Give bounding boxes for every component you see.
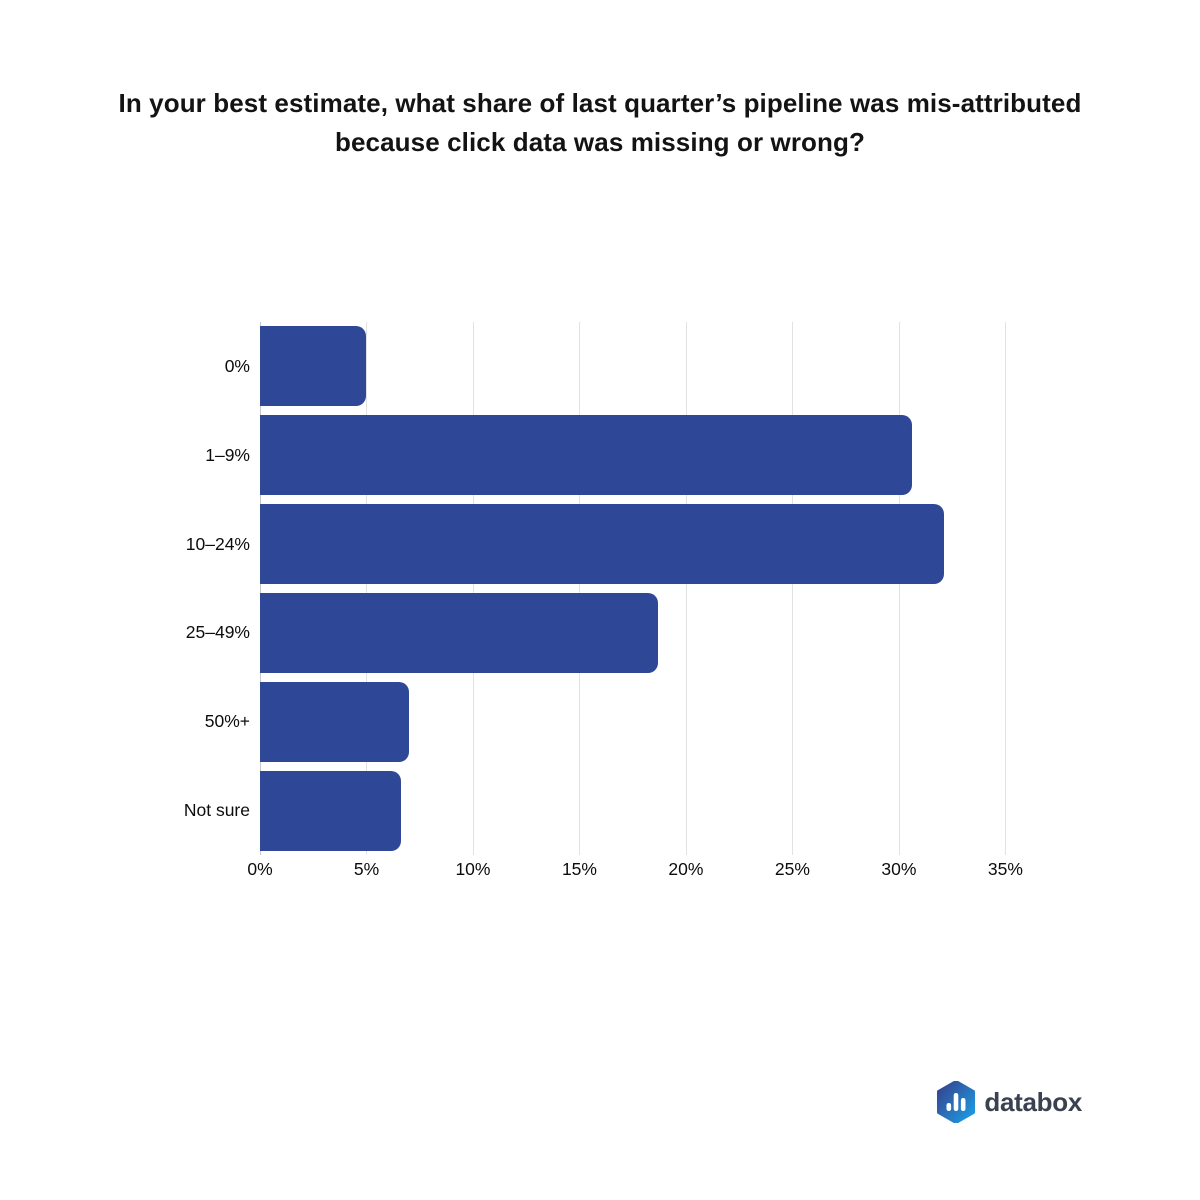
- gridline-20%: [685, 322, 687, 855]
- category-label: Not sure: [183, 800, 250, 821]
- x-tick-label: 5%: [353, 859, 380, 879]
- chart-title: In your best estimate, what share of las…: [0, 84, 1200, 162]
- gridline-35%: [1005, 322, 1007, 855]
- plot-area: [260, 322, 1048, 855]
- x-tick-label: 25%: [774, 859, 810, 879]
- gridline-5%: [366, 322, 368, 855]
- x-axis-labels: 0% 5% 10% 15% 20% 25% 30% 35%: [247, 859, 1048, 883]
- bar-10–24%: [260, 504, 944, 585]
- chart-title-line2: because click data was missing or wrong?: [335, 127, 865, 157]
- databox-logo-icon: [937, 1081, 976, 1123]
- x-tick-label: 30%: [881, 859, 917, 879]
- gridline-10%: [472, 322, 474, 855]
- bar-25–49%: [260, 592, 659, 673]
- x-tick-label: 15%: [561, 859, 597, 879]
- category-label: 25–49%: [185, 622, 250, 643]
- gridline-25%: [792, 322, 794, 855]
- gridline-30%: [898, 322, 900, 855]
- databox-wordmark: databox: [984, 1086, 1082, 1117]
- bar-0%: [260, 326, 367, 407]
- bar-50%+: [260, 681, 410, 762]
- category-label: 1–9%: [205, 444, 250, 465]
- category-label: 0%: [224, 355, 250, 376]
- x-tick-label: 10%: [455, 859, 491, 879]
- chart-title-line1: In your best estimate, what share of las…: [118, 88, 1082, 118]
- bar-not-sure: [260, 770, 401, 851]
- x-tick-label: 0%: [247, 859, 273, 879]
- gridline-15%: [579, 322, 581, 855]
- category-label: 50%+: [204, 711, 250, 732]
- x-tick-label: 20%: [668, 859, 704, 879]
- x-tick-label: 35%: [987, 859, 1023, 879]
- bar-1–9%: [260, 415, 912, 496]
- y-axis-labels: 0% 1–9% 10–24% 25–49% 50%+ Not sure: [0, 322, 250, 855]
- gridline-0%: [260, 322, 261, 855]
- databox-logo: databox: [937, 1081, 1082, 1123]
- category-label: 10–24%: [185, 533, 250, 554]
